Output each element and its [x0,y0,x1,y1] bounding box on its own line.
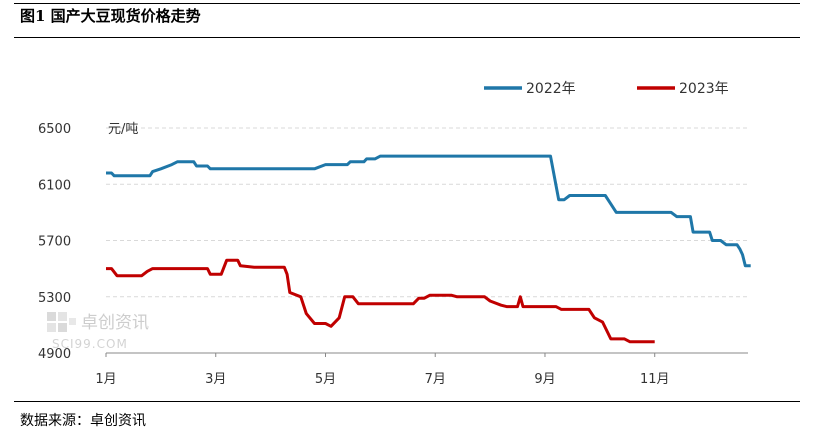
top-rule [14,3,800,4]
x-tick-label: 7月 [425,372,446,387]
watermark-url: SCI99.COM [52,337,128,351]
figure-title: 图1 国产大豆现货价格走势 [20,7,201,25]
title-rule [14,37,800,38]
legend: 2022年 2023年 [484,81,729,97]
y-tick-label: 4900 [38,347,71,362]
gridlines [106,127,748,298]
series-lines [106,154,751,344]
source-rule [14,401,800,402]
legend-label: 2023年 [679,81,729,97]
source-note: 数据来源：卓创资讯 [20,413,146,429]
x-tick-label: 5月 [315,372,336,387]
series-line-1 [106,258,655,344]
legend-label: 2022年 [526,81,576,97]
y-tick-label: 6100 [38,178,71,193]
x-tick-label: 9月 [534,372,555,387]
x-tick-label: 11月 [640,372,670,387]
x-axis-ticks: 1月 3月 5月 7月 9月 11月 [95,353,669,387]
y-axis-unit-label: 元/吨 [108,122,138,137]
y-tick-label: 5700 [38,235,71,250]
sci99-watermark: 卓创资讯 SCI99.COM [47,312,149,351]
x-tick-label: 1月 [95,372,116,387]
sci99-logo-icon [47,312,76,332]
y-tick-label: 5300 [38,291,71,306]
watermark-name: 卓创资讯 [81,313,149,333]
y-axis-ticks: 4900 5300 5700 6100 6500 [38,122,71,362]
y-tick-label: 6500 [38,122,71,137]
x-tick-label: 3月 [205,372,226,387]
price-trend-chart: 4900 5300 5700 6100 6500 元/吨 1月 3月 5月 7月 9月 11月 卓… [38,81,751,387]
series-line-0 [106,154,751,268]
